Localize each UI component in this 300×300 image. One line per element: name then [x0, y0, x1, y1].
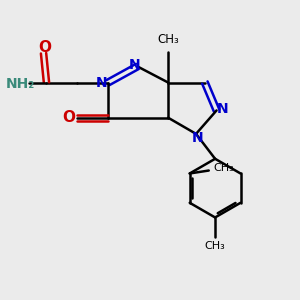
Text: N: N — [192, 131, 203, 145]
Text: O: O — [38, 40, 52, 55]
Text: N: N — [129, 58, 141, 72]
Text: CH₃: CH₃ — [213, 163, 234, 172]
Text: CH₃: CH₃ — [205, 241, 226, 251]
Text: N: N — [217, 102, 228, 116]
Text: O: O — [62, 110, 75, 125]
Text: NH₂: NH₂ — [5, 77, 35, 91]
Text: CH₃: CH₃ — [157, 33, 179, 46]
Text: N: N — [96, 76, 107, 89]
